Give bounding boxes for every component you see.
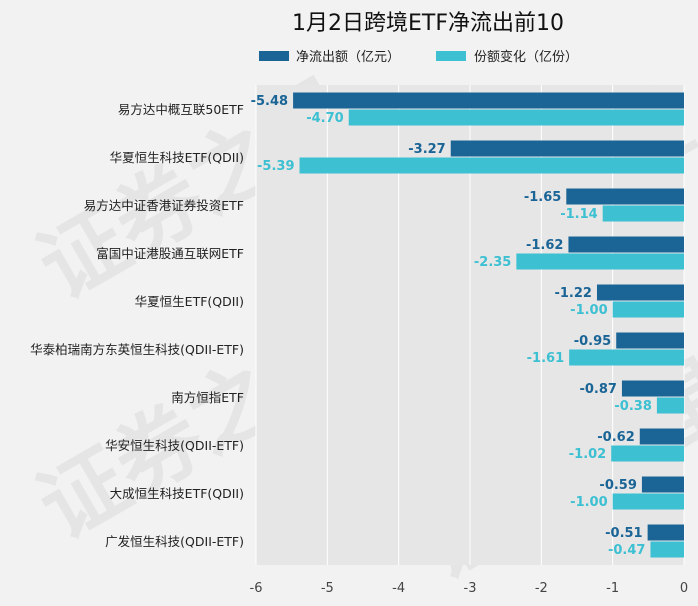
bar-series-2 <box>611 445 684 462</box>
x-tick-labels: -6 -5 -4 -3 -2 -1 0 <box>250 581 689 596</box>
data-label-series-2: -1.00 <box>570 303 607 318</box>
data-label-series-2: -4.70 <box>306 111 343 126</box>
bar-series-1 <box>641 476 684 493</box>
bar-series-1 <box>293 92 684 109</box>
bar-series-1 <box>621 380 684 397</box>
category-label: 华安恒生科技(QDII-ETF) <box>105 438 244 453</box>
data-label-series-2: -2.35 <box>474 255 511 270</box>
category-label: 华夏恒生科技ETF(QDII) <box>110 150 244 165</box>
category-label: 广发恒生科技(QDII-ETF) <box>105 534 244 549</box>
data-label-series-2: -1.00 <box>570 495 607 510</box>
legend-swatch-series-1 <box>259 51 289 61</box>
category-label: 南方恒指ETF <box>171 390 244 405</box>
legend-label-series-2: 份额变化（亿份） <box>474 49 578 65</box>
legend-swatch-series-2 <box>436 51 466 61</box>
category-label: 富国中证港股通互联网ETF <box>96 246 244 261</box>
category-label: 华泰柏瑞南方东英恒生科技(QDII-ETF) <box>30 342 244 357</box>
bar-series-2 <box>650 541 684 558</box>
data-label-series-1: -0.62 <box>597 430 634 445</box>
x-tick-label: -2 <box>535 581 548 596</box>
category-label: 大成恒生科技ETF(QDII) <box>110 486 244 501</box>
bar-series-2 <box>602 205 684 222</box>
data-label-series-2: -5.39 <box>257 159 294 174</box>
x-tick-label: -4 <box>392 581 405 596</box>
category-label: 易方达中概互联50ETF <box>118 102 244 117</box>
category-labels: 易方达中概互联50ETF 华夏恒生科技ETF(QDII) 易方达中证香港证券投资ET… <box>30 102 244 549</box>
x-tick-label: -6 <box>250 581 263 596</box>
bar-series-2 <box>299 157 684 174</box>
x-tick-label: 0 <box>680 581 688 596</box>
bar-series-2 <box>656 397 684 414</box>
data-label-series-2: -0.47 <box>608 543 645 558</box>
bar-series-2 <box>516 253 684 270</box>
legend: 净流出额（亿元） 份额变化（亿份） <box>259 49 578 65</box>
x-tick-label: -5 <box>321 581 334 596</box>
bar-series-1 <box>639 428 684 445</box>
bar-series-1 <box>568 236 684 253</box>
bars <box>293 92 684 558</box>
data-label-series-1: -0.87 <box>579 382 616 397</box>
x-tick-label: -1 <box>606 581 619 596</box>
bar-series-1 <box>596 284 684 301</box>
data-labels: -5.48 -4.70 -3.27 -5.39 -1.65 -1.14 -1.62 -2.35… <box>251 94 652 558</box>
data-label-series-1: -5.48 <box>251 94 288 109</box>
x-tick-label: -3 <box>464 581 477 596</box>
data-label-series-1: -3.27 <box>408 142 445 157</box>
category-label: 易方达中证香港证券投资ETF <box>84 198 244 213</box>
bar-series-1 <box>647 524 684 541</box>
bar-series-2 <box>348 109 684 126</box>
data-label-series-2: -1.14 <box>560 207 597 222</box>
data-label-series-1: -0.95 <box>574 334 611 349</box>
chart-title: 1月2日跨境ETF净流出前10 <box>292 11 564 36</box>
data-label-series-2: -1.61 <box>527 351 564 366</box>
data-label-series-1: -1.65 <box>524 190 561 205</box>
data-label-series-1: -1.22 <box>554 286 591 301</box>
bar-series-1 <box>566 188 684 205</box>
bar-series-1 <box>450 140 684 157</box>
bar-series-1 <box>616 332 684 349</box>
data-label-series-1: -0.51 <box>605 526 642 541</box>
bar-series-2 <box>612 301 684 318</box>
category-label: 华夏恒生ETF(QDII) <box>135 294 244 309</box>
legend-label-series-1: 净流出额（亿元） <box>296 50 400 65</box>
data-label-series-2: -0.38 <box>614 399 651 414</box>
data-label-series-1: -0.59 <box>599 478 636 493</box>
data-label-series-1: -1.62 <box>526 238 563 253</box>
bar-series-2 <box>612 493 684 510</box>
data-label-series-2: -1.02 <box>569 447 606 462</box>
bar-series-2 <box>569 349 684 366</box>
